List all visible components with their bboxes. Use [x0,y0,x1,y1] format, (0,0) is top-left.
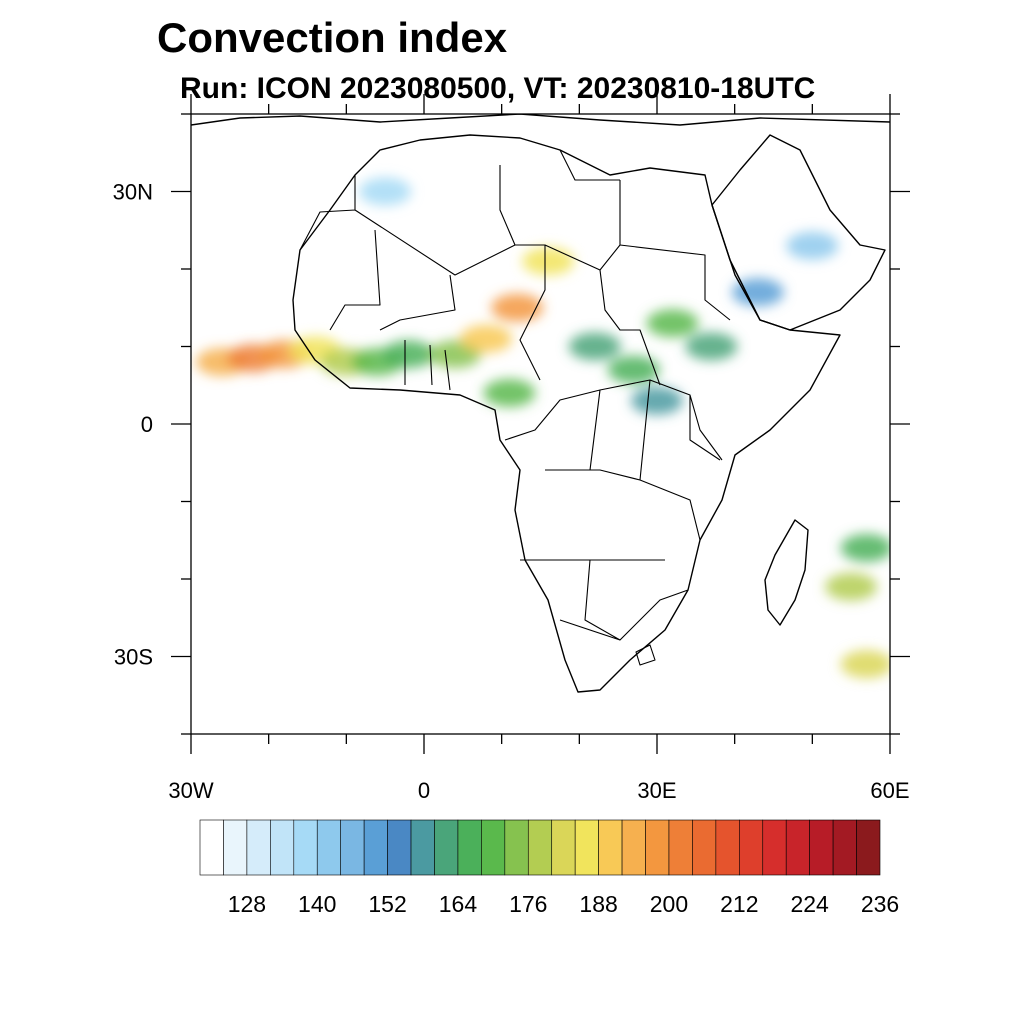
colorbar-swatch [340,819,365,876]
colorbar-label: 140 [298,891,336,917]
colorbar-swatch [809,819,834,876]
colorbar-swatch [199,819,224,876]
lon-tick-label: 0 [418,778,430,803]
lon-tick-label: 60E [870,778,909,803]
colorbar-swatch [715,819,740,876]
colorbar-swatch [410,819,435,876]
colorbar-label: 164 [439,891,478,917]
colorbar-swatch [621,819,646,876]
convection-cell [483,379,536,407]
colorbar-swatch [246,819,271,876]
colorbar-label: 188 [579,891,617,917]
country-borders [299,149,731,666]
colorbar-swatch [668,819,693,876]
convection-cell [460,324,513,353]
colorbar-swatch [316,819,341,876]
convection-cell [522,247,575,276]
madagascar-coastline [764,519,809,626]
lat-tick-label: 30S [114,645,153,670]
colorbar-swatch [363,819,388,876]
colorbar-label: 212 [720,891,758,917]
convection-cell [607,355,660,384]
colorbar-label: 236 [861,891,899,917]
chart-title: Convection index [157,14,508,61]
colorbar-swatch [551,819,576,876]
colorbar-label: 200 [650,891,688,917]
convection-cell [825,572,878,601]
map-ticks [171,94,910,754]
convection-cell [646,309,699,338]
colorbar-swatch [832,819,857,876]
convection-cell [631,386,683,415]
colorbar-swatch [481,819,506,876]
colorbar-label: 224 [790,891,829,917]
convection-cell [840,534,890,562]
coastlines-and-borders [191,114,890,693]
colorbar-swatch [598,819,623,876]
colorbar-labels: 128 140 152 164 176 188 200 212 224 236 [228,891,899,917]
colorbar-swatch [739,819,764,876]
map-tick-labels: 30W 0 30E 60E 30N 0 30S [113,180,910,804]
colorbar-swatch [645,819,670,876]
europe-coastline [191,114,890,126]
colorbar-label: 152 [368,891,406,917]
colorbar-swatch [785,819,810,876]
convection-cell [685,332,738,361]
arabian-coastline [711,134,886,331]
colorbar [199,819,881,876]
colorbar-swatch [457,819,482,876]
lat-tick-label: 0 [141,412,153,437]
convection-cell [786,231,839,260]
convection-cell [382,340,435,369]
map-panel [191,114,890,734]
colorbar-swatch [856,819,881,876]
colorbar-label: 128 [228,891,266,917]
colorbar-swatch [223,819,248,876]
convection-cell [491,293,544,322]
lat-tick-label: 30N [113,180,153,205]
lon-tick-label: 30E [637,778,676,803]
colorbar-swatch [387,819,412,876]
convection-cell [359,177,412,206]
colorbar-swatch [270,819,295,876]
lon-tick-label: 30W [168,778,213,803]
colorbar-label: 176 [509,891,547,917]
colorbar-swatch [692,819,717,876]
colorbar-swatch [293,819,318,876]
colorbar-swatch [762,819,787,876]
colorbar-swatch [574,819,599,876]
convection-cell [568,332,621,361]
convection-cell [731,278,784,307]
africa-coastline [292,134,841,693]
convection-field [196,177,890,679]
chart-subtitle: Run: ICON 2023080500, VT: 20230810-18UTC [180,72,816,105]
colorbar-swatch [504,819,529,876]
convection-cell [840,650,890,679]
colorbar-swatch [434,819,459,876]
colorbar-swatch [527,819,553,876]
